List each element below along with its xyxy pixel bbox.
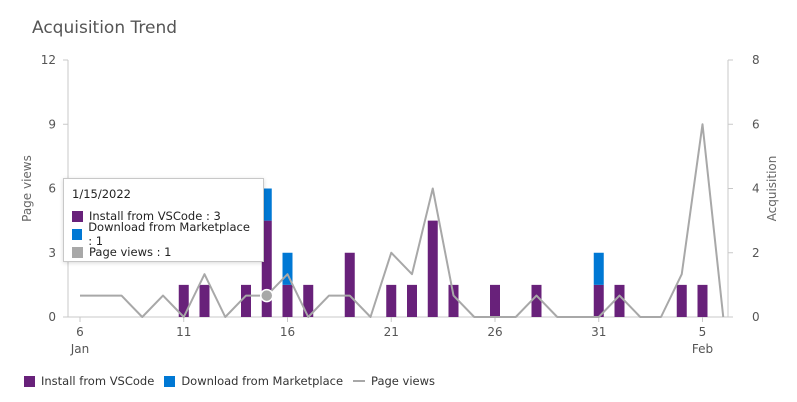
tooltip-date: 1/15/2022 [72, 187, 131, 201]
left-tick-label: 0 [48, 310, 56, 324]
legend-pageviews-swatch [353, 380, 366, 382]
bar-install [697, 284, 708, 317]
legend-install-label: Install from VSCode [41, 374, 155, 388]
tooltip-pageviews-swatch [72, 246, 83, 258]
bar-install [282, 284, 293, 317]
x-tick-sublabel: Feb [692, 342, 713, 356]
x-tick-label: 6 [76, 325, 84, 339]
tooltip-install-swatch [72, 210, 83, 222]
bar-download [261, 188, 272, 221]
bar-download [593, 252, 604, 285]
left-tick-label: 3 [48, 246, 56, 260]
bar-install [344, 252, 355, 317]
legend-item-pageviews[interactable]: Page views [353, 374, 435, 388]
chart-legend: Install from VSCode Download from Market… [24, 374, 445, 388]
right-tick-label: 8 [752, 53, 760, 67]
bar-install [427, 220, 438, 317]
tooltip-row-install: Install from VSCode : 3 [72, 207, 255, 225]
bar-install [593, 284, 604, 317]
x-tick-sublabel: Jan [70, 342, 90, 356]
bar-install [676, 284, 687, 317]
x-tick-label: 11 [176, 325, 191, 339]
bar-install [241, 284, 251, 317]
pageviews-line [80, 123, 725, 318]
x-tick-label: 31 [591, 325, 606, 339]
legend-install-swatch [24, 375, 35, 387]
bar-install [407, 284, 417, 317]
legend-download-label: Download from Marketplace [181, 374, 344, 388]
bar-install [448, 284, 459, 317]
tooltip-row-download: Download from Marketplace : 1 [72, 220, 255, 248]
legend-download-swatch [164, 375, 176, 387]
bar-install [614, 284, 625, 317]
right-axis-label: Acquisition [765, 156, 779, 222]
x-tick-label: 21 [384, 325, 399, 339]
left-tick-label: 12 [41, 53, 56, 67]
bar-download [282, 252, 293, 285]
legend-item-install[interactable]: Install from VSCode [24, 374, 154, 388]
tooltip-pageviews-text: Page views : 1 [89, 245, 172, 259]
tooltip-row-pageviews: Page views : 1 [72, 243, 255, 261]
x-tick-label: 16 [280, 325, 295, 339]
right-tick-label: 4 [752, 182, 760, 196]
right-tick-label: 6 [752, 117, 760, 131]
tooltip-install-text: Install from VSCode : 3 [89, 209, 221, 223]
pageviews-highlight-point [260, 288, 274, 303]
left-tick-label: 9 [48, 117, 56, 131]
bar-install [261, 220, 272, 317]
chart-title: Acquisition Trend [32, 18, 178, 38]
tooltip-download-text: Download from Marketplace : 1 [88, 220, 250, 248]
bar-install [303, 284, 314, 317]
bar-install [531, 284, 542, 317]
tooltip-download-swatch [72, 228, 83, 240]
bar-install [199, 284, 210, 317]
right-tick-label: 2 [752, 246, 760, 260]
legend-pageviews-label: Page views [371, 374, 435, 388]
x-tick-label: 5 [699, 325, 707, 339]
x-tick-label: 26 [487, 325, 502, 339]
bar-install [178, 284, 189, 317]
left-axis-label: Page views [20, 155, 34, 222]
right-tick-label: 0 [752, 310, 760, 324]
bar-install [386, 284, 397, 317]
legend-item-download[interactable]: Download from Marketplace [164, 374, 343, 388]
bar-install [490, 284, 500, 317]
data-tooltip: 1/15/2022 Install from VSCode : 3 Downlo… [63, 178, 264, 262]
left-tick-label: 6 [48, 182, 56, 196]
